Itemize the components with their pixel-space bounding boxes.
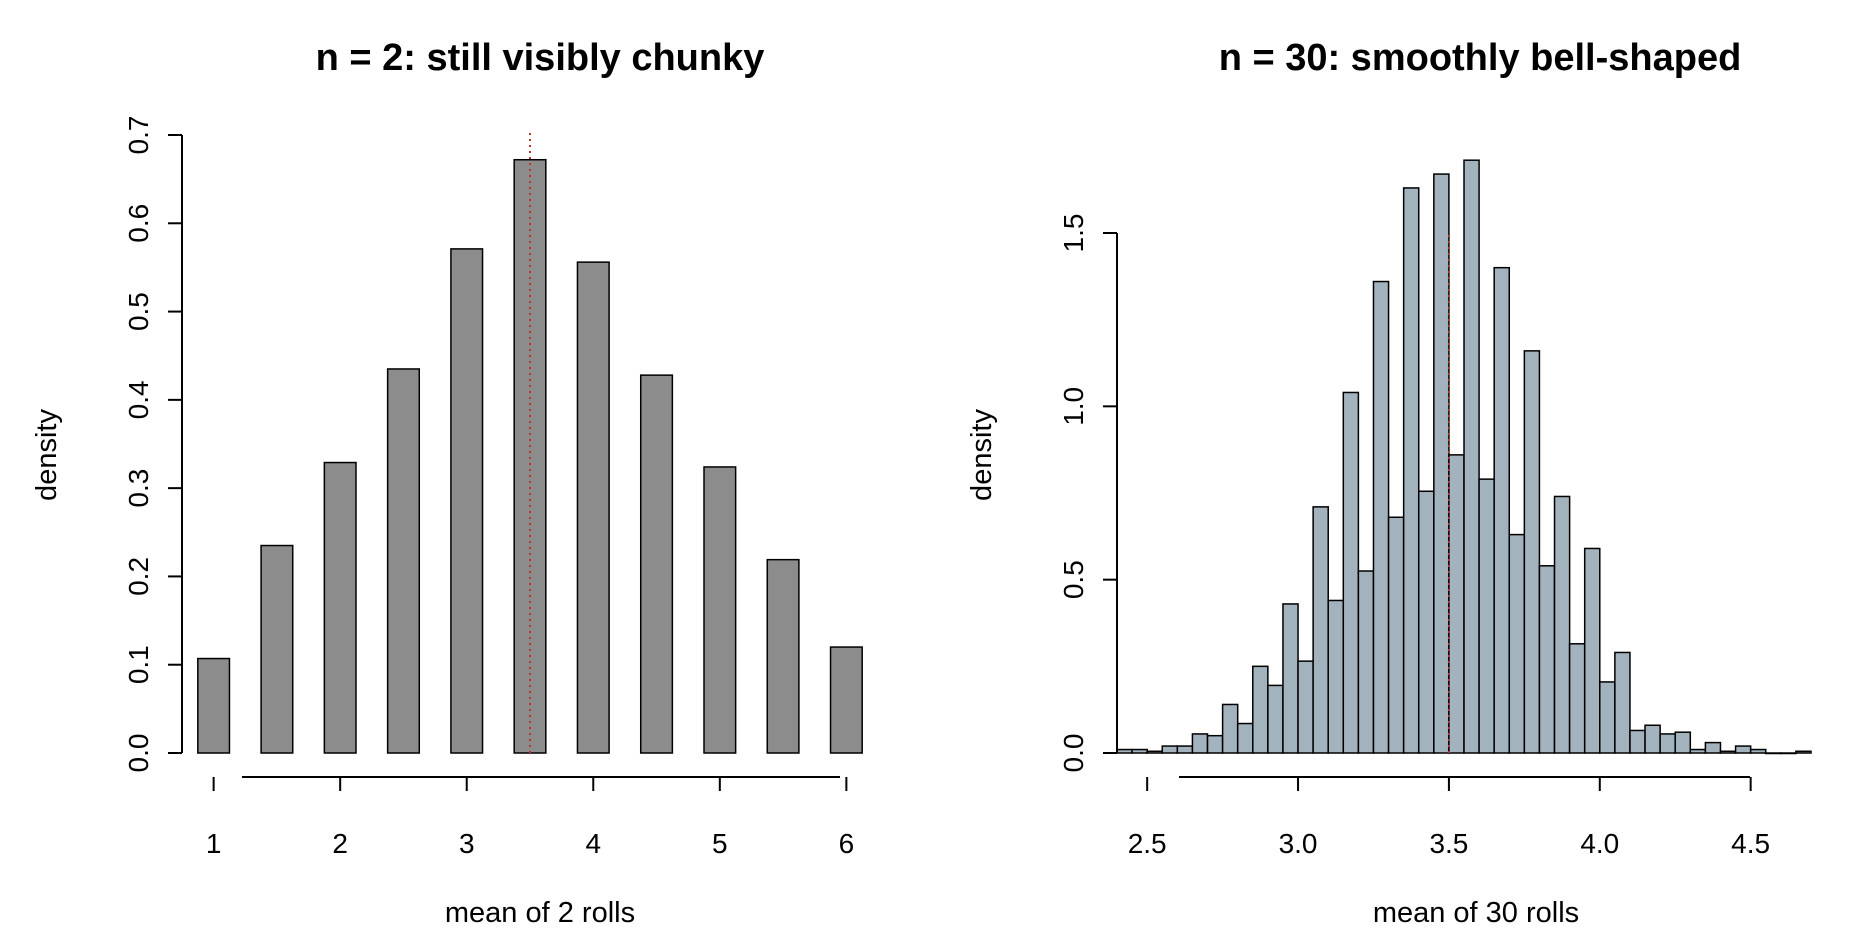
y-tick-label: 0.7 [123,116,154,155]
x-axis-label: mean of 30 rolls [1373,897,1579,929]
histogram-bar [1568,643,1586,754]
histogram-bar [1674,731,1692,754]
histogram-bar [1599,681,1616,754]
x-tick-label: 4 [585,828,601,859]
histogram-bar [1689,748,1707,754]
y-tick-label: 0.0 [1058,734,1089,773]
x-tick-label: 3.0 [1279,828,1318,859]
histogram-bar [1734,745,1752,754]
histogram-bar [1131,748,1148,754]
x-tick-label: 5 [712,828,728,859]
histogram-bar [1433,173,1450,754]
histogram-bar [1236,722,1254,754]
histogram-bar [1387,516,1405,754]
histogram-bar [1252,665,1269,754]
x-ticks: 1 2 3 4 5 6 [206,777,854,859]
bar [639,374,674,754]
bar [197,657,231,754]
y-axis-label: density [966,409,998,501]
y-tick-label: 1.0 [1058,387,1089,426]
histogram-bar [1704,741,1722,754]
histogram-bar [1146,750,1164,754]
bar [766,558,800,754]
histogram-bar [1764,752,1782,755]
histogram-bar [1719,750,1737,754]
histogram-bar [1297,660,1314,754]
y-tick-label: 0.3 [123,469,154,508]
x-axis-label: mean of 2 rolls [445,897,635,929]
histogram-bar [1493,266,1511,754]
y-tick-label: 0.2 [123,557,154,596]
histogram-bar [1342,391,1360,754]
histogram-bar [1749,748,1767,754]
x-tick-label: 3.5 [1429,828,1468,859]
x-tick-label: 4.5 [1731,828,1770,859]
histogram-bar [1327,599,1345,754]
x-tick-label: 2 [332,828,348,859]
histogram-bar [1614,651,1631,754]
bar [829,646,863,754]
chart-title: n = 30: smoothly bell-shaped [1219,37,1742,79]
bar [323,461,357,754]
histogram-bar [1176,745,1194,754]
histogram-bar [1206,734,1224,754]
y-tick-label: 0.4 [123,380,154,419]
y-ticks: 0.0 0.1 0.2 0.3 0.4 0.5 0.6 0.7 [123,116,182,773]
histogram-bar [1780,752,1797,755]
y-tick-label: 0.6 [123,204,154,243]
histogram-bar [1417,490,1435,754]
y-tick-label: 0.5 [123,292,154,331]
histogram-bar [1659,733,1676,754]
x-tick-label: 2.5 [1128,828,1167,859]
histogram-bar [1161,745,1179,754]
chart-title: n = 2: still visibly chunky [316,37,765,79]
y-tick-label: 0.1 [123,645,154,684]
bar [450,248,484,754]
bar [260,544,294,754]
histogram-bar [1282,603,1299,754]
histogram-bar [1629,729,1646,754]
histogram-bar [1523,350,1541,754]
x-tick-label: 3 [459,828,475,859]
histogram-bar [1191,733,1209,754]
histogram-bar [1402,187,1420,754]
x-ticks: 2.5 3.0 3.5 4.0 4.5 [1128,777,1770,859]
x-tick-label: 4.0 [1580,828,1619,859]
y-tick-label: 0.0 [123,734,154,773]
bar [576,261,610,754]
y-tick-label: 1.5 [1058,214,1089,253]
bar [703,466,737,754]
histogram-bar [1583,547,1601,754]
y-axis-label: density [31,409,63,501]
histogram-bar [1372,280,1390,754]
bars-right [1116,159,1812,755]
y-ticks: 0.0 0.5 1.0 1.5 [1058,214,1117,773]
histogram-bar [1553,495,1571,754]
histogram-bar [1116,748,1133,754]
histogram-bar [1312,506,1329,754]
histogram-bar [1478,478,1495,754]
histogram-bar [1448,454,1465,754]
histogram-bar [1357,570,1375,754]
bar [513,158,547,754]
x-tick-label: 1 [206,828,222,859]
bar [386,368,421,754]
histogram-bar [1463,159,1480,754]
histogram-bar [1644,724,1661,754]
histogram-bar [1508,533,1526,754]
histogram-bar [1221,703,1239,754]
histogram-bar [1267,684,1284,754]
histogram-bar [1538,565,1556,754]
y-tick-label: 0.5 [1058,560,1089,599]
panel-right: n = 30: smoothly bell-shaped 2.5 3.0 3.5 4.… [966,37,1812,929]
histogram-bar [1795,750,1812,754]
x-tick-label: 6 [839,828,855,859]
bars-left [197,158,863,754]
